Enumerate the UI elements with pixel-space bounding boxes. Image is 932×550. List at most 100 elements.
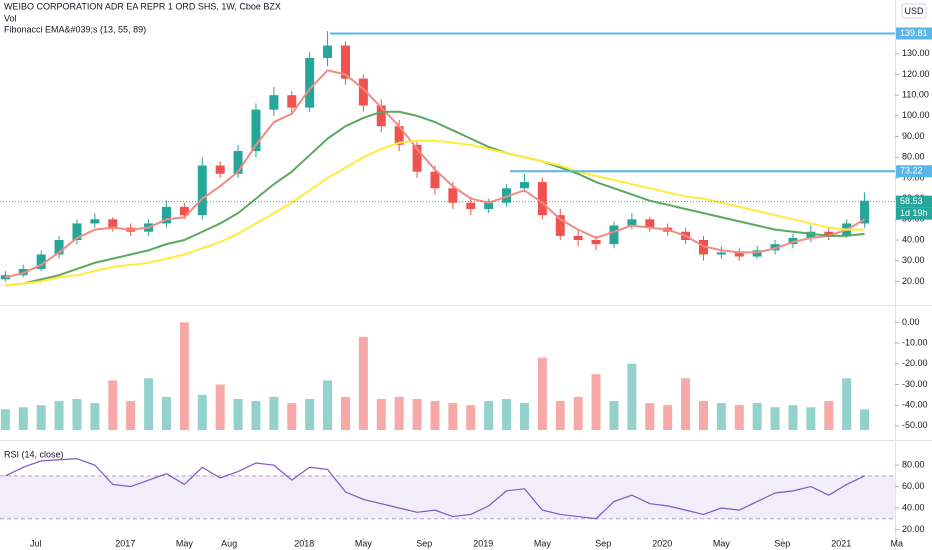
volume-bar: [108, 380, 117, 430]
candle-body: [198, 166, 207, 216]
last-price-label: 58.53: [900, 196, 923, 206]
volume-bar: [574, 397, 583, 430]
volume-bar: [717, 403, 726, 430]
volume-bar: [90, 403, 99, 430]
y-tick-label: 20.00: [902, 524, 925, 534]
volume-bar: [484, 401, 493, 430]
price-tag-label: 139.81: [900, 28, 928, 38]
volume-bar: [269, 397, 278, 430]
volume-bar: [341, 397, 350, 430]
currency-label[interactable]: USD: [904, 6, 924, 16]
y-tick-label: -40.00: [902, 400, 928, 410]
volume-bar: [824, 401, 833, 430]
volume-bar: [699, 401, 708, 430]
volume-bar: [55, 401, 64, 430]
volume-bar: [771, 407, 780, 430]
volume-bar: [627, 364, 636, 430]
candle-body: [466, 203, 475, 209]
rsi-band-fill: [0, 476, 895, 519]
x-tick-label: 2020: [652, 538, 672, 548]
candle-body: [216, 166, 225, 174]
volume-bar: [788, 405, 797, 430]
x-tick-label: 2018: [294, 538, 314, 548]
volume-bar: [645, 403, 654, 430]
chart-title: WEIBO CORPORATION ADR EA REPR 1 ORD SHS,…: [4, 1, 281, 11]
y-tick-label: 20.00: [902, 276, 925, 286]
candle-body: [609, 226, 618, 245]
y-tick-label: 80.00: [902, 152, 925, 162]
y-tick-label: 40.00: [902, 502, 925, 512]
candle-body: [592, 240, 601, 244]
candle-body: [269, 95, 278, 109]
volume-bar: [753, 403, 762, 430]
volume-bar: [1, 409, 10, 430]
y-tick-label: 100.00: [902, 110, 930, 120]
volume-bar: [681, 378, 690, 430]
volume-bar: [198, 395, 207, 430]
volume-bar: [609, 401, 618, 430]
candle-body: [520, 182, 529, 188]
volume-bar: [180, 322, 189, 430]
x-tick-label: Sep: [595, 538, 611, 548]
volume-bar: [323, 380, 332, 430]
countdown-label: 1d 19h: [900, 208, 928, 218]
y-tick-label: -50.00: [902, 420, 928, 430]
x-tick-label: 2017: [115, 538, 135, 548]
candle-body: [323, 46, 332, 58]
x-tick-label: Sep: [774, 538, 790, 548]
y-tick-label: 60.00: [902, 481, 925, 491]
volume-bar: [72, 399, 81, 430]
candle-body: [108, 219, 117, 227]
candle-body: [717, 252, 726, 254]
x-tick-label: Aug: [221, 538, 237, 548]
volume-bar: [556, 401, 565, 430]
x-tick-label: 2019: [473, 538, 493, 548]
rsi-title: RSI (14, close): [4, 449, 64, 459]
candle-body: [90, 219, 99, 223]
volume-bar: [251, 401, 260, 430]
volume-bar: [37, 405, 46, 430]
x-tick-label: Ma: [891, 538, 904, 548]
x-tick-label: 2021: [831, 538, 851, 548]
y-tick-label: 90.00: [902, 131, 925, 141]
volume-bar: [430, 401, 439, 430]
candle-body: [430, 172, 439, 189]
volume-bar: [395, 397, 404, 430]
volume-bar: [162, 397, 171, 430]
volume-bar: [842, 378, 851, 430]
volume-bar: [466, 405, 475, 430]
y-tick-label: 80.00: [902, 460, 925, 470]
x-tick-label: May: [713, 538, 731, 548]
volume-bar: [19, 407, 28, 430]
y-tick-label: 0.00: [902, 317, 920, 327]
x-tick-label: May: [355, 538, 373, 548]
y-tick-label: 120.00: [902, 69, 930, 79]
candle-body: [305, 58, 314, 108]
y-tick-label: -30.00: [902, 379, 928, 389]
volume-bar: [806, 407, 815, 430]
candle-body: [574, 236, 583, 240]
volume-bar: [359, 337, 368, 430]
volume-bar: [287, 403, 296, 430]
candle-body: [448, 188, 457, 202]
volume-bar: [538, 358, 547, 430]
volume-bar: [216, 384, 225, 430]
volume-bar: [377, 399, 386, 430]
volume-bar: [234, 399, 243, 430]
candle-body: [538, 182, 547, 215]
volume-bar: [144, 378, 153, 430]
y-tick-label: 30.00: [902, 255, 925, 265]
volume-bar: [735, 405, 744, 430]
volume-bar: [126, 401, 135, 430]
volume-bar: [448, 403, 457, 430]
x-tick-label: May: [534, 538, 552, 548]
x-tick-label: Sep: [416, 538, 432, 548]
y-tick-label: -20.00: [902, 358, 928, 368]
y-tick-label: 40.00: [902, 234, 925, 244]
volume-bar: [663, 405, 672, 430]
x-tick-label: May: [176, 538, 194, 548]
candle-body: [287, 95, 296, 107]
volume-title: Vol: [4, 13, 17, 23]
